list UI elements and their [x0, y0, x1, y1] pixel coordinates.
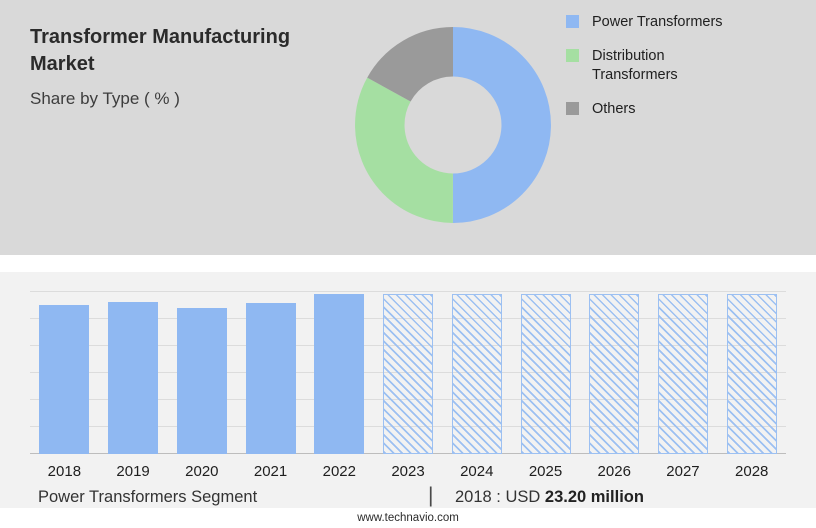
history-bar: [245, 303, 296, 454]
forecast-bar: [589, 293, 640, 454]
x-axis-label: 2025: [528, 463, 563, 480]
summary-row: Power Transformers Segment | 2018 : USD …: [30, 484, 786, 510]
bar-slot: [442, 292, 511, 454]
history-bar: [176, 308, 227, 454]
gridline: [30, 291, 786, 292]
x-axis-label: 2021: [253, 463, 288, 480]
page-subtitle: Share by Type ( % ): [30, 89, 180, 108]
bar-slot: [30, 292, 99, 454]
segment-value-prefix: 2018 : USD: [455, 488, 545, 506]
legend-swatch-icon: [566, 15, 579, 28]
legend-swatch-icon: [566, 49, 579, 62]
bar-chart-bars: [30, 292, 786, 454]
forecast-bar: [520, 293, 571, 454]
segment-value-bold: 23.20 million: [544, 488, 644, 506]
section-divider: [0, 255, 816, 272]
donut-slice-others: [355, 27, 551, 223]
legend-label: Power Transformers: [592, 14, 723, 30]
x-axis-label: 2028: [735, 463, 769, 480]
chart-legend: Power Transformers Distribution Transform…: [566, 13, 786, 119]
donut-slices: [355, 27, 551, 223]
legend-item: Power Transformers: [566, 13, 786, 32]
legend-label: Distribution Transformers: [592, 48, 678, 83]
title-block: Transformer Manufacturing Market Share b…: [30, 24, 345, 109]
forecast-bar: [726, 293, 777, 454]
history-bar: [39, 304, 90, 454]
legend-label: Others: [592, 101, 636, 117]
legend-item: Distribution Transformers: [566, 47, 786, 85]
history-bar: [314, 293, 365, 454]
bar-slot: [167, 292, 236, 454]
x-axis-label: 2022: [322, 463, 356, 480]
bar-chart-plot: [30, 291, 786, 454]
bar-chart-panel: 2018 2019 2020 2021 2022 2023 2024 2025 2026 2027…: [0, 272, 816, 508]
donut-slice-distribution-transformers: [355, 27, 551, 223]
bar-slot: [374, 292, 443, 454]
bar-slot: [580, 292, 649, 454]
x-axis-label: 2019: [116, 463, 150, 480]
segment-value: 2018 : USD 23.20 million: [455, 488, 644, 507]
bar-slot: [717, 292, 786, 454]
footer: www.technavio.com: [0, 508, 816, 528]
legend-swatch-icon: [566, 102, 579, 115]
x-axis-label: 2018: [47, 463, 82, 480]
bar-chart-xlabels: 2018 2019 2020 2021 2022 2023 2024 2025 2026 2027…: [30, 463, 786, 480]
x-axis-label: 2027: [666, 463, 700, 480]
donut-chart-container: [352, 24, 554, 226]
summary-separator: |: [428, 484, 434, 507]
header-panel: Transformer Manufacturing Market Share b…: [0, 0, 816, 255]
forecast-bar: [383, 293, 434, 454]
segment-label: Power Transformers Segment: [38, 488, 258, 506]
bar-slot: [511, 292, 580, 454]
bar-slot: [649, 292, 718, 454]
bar-slot: [99, 292, 168, 454]
forecast-bar: [657, 293, 708, 454]
x-axis-label: 2026: [597, 463, 631, 480]
website-link: www.technavio.com: [357, 512, 459, 524]
x-axis-label: 2024: [460, 463, 494, 480]
x-axis-label: 2023: [391, 463, 425, 480]
legend-item: Others: [566, 100, 786, 119]
bar-slot: [236, 292, 305, 454]
donut-chart: [355, 27, 551, 223]
forecast-bar: [451, 293, 502, 454]
bar-slot: [305, 292, 374, 454]
page-title: Transformer Manufacturing Market: [30, 26, 291, 75]
x-axis-label: 2020: [185, 463, 219, 480]
history-bar: [108, 301, 159, 454]
